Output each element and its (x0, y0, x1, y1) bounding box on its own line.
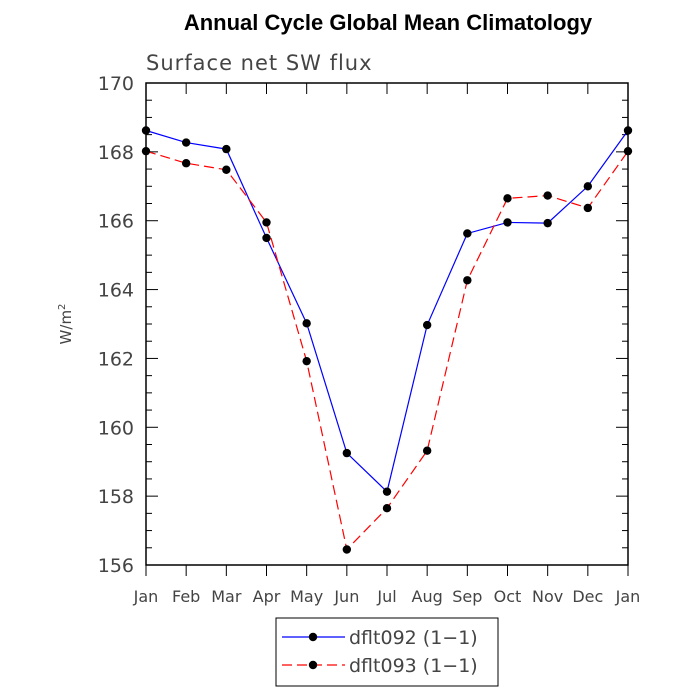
x-tick-label: Jul (376, 587, 396, 606)
series-1-point (181, 138, 191, 147)
y-axis-label: W/m2 (57, 304, 75, 345)
series-1-point (463, 229, 472, 238)
series-1-point (422, 320, 432, 330)
series-1-point (543, 218, 552, 228)
legend: dflt092 (1−1) dflt093 (1−1) (275, 617, 499, 687)
x-tick-label: Feb (172, 587, 200, 606)
series-2-point (262, 218, 271, 227)
series-2-point (503, 194, 512, 203)
x-tick-label: Sep (452, 587, 482, 606)
series-2-point (583, 203, 593, 213)
chart-subtitle: Surface net SW flux (146, 51, 373, 75)
legend-box (275, 617, 499, 687)
y-tick-label: 170 (98, 73, 134, 95)
x-tick-label: Jan (133, 587, 159, 606)
series-2-point (141, 146, 151, 156)
y-tick-label: 166 (98, 211, 134, 233)
y-tick-label: 160 (98, 417, 134, 439)
series-1-point (342, 448, 352, 458)
series-2-point (463, 276, 472, 285)
series-2-point (342, 545, 352, 554)
series-2-point (302, 356, 311, 366)
y-tick-label: 158 (98, 486, 134, 508)
y-tick-label: 156 (98, 555, 134, 577)
x-tick-label: Mar (211, 587, 242, 606)
series-1-point (222, 144, 231, 154)
series-1-point (583, 182, 593, 191)
y-tick-label: 168 (98, 142, 134, 164)
x-tick-label: Oct (494, 587, 522, 606)
series-2-point (623, 146, 633, 156)
series-1-point (262, 233, 271, 243)
y-tick-label: 164 (98, 280, 134, 302)
series-2-point (181, 159, 191, 168)
series-2-point (543, 191, 552, 200)
y-tick-label: 162 (98, 348, 134, 370)
x-tick-label: Jun (333, 587, 359, 606)
series-1-point (382, 487, 392, 496)
series-1-point (623, 126, 633, 135)
x-tick-label: Aug (412, 587, 443, 606)
x-tick-label: Jan (615, 587, 641, 606)
x-tick-label: Dec (572, 587, 603, 606)
legend-label-2: dflt093 (1−1) (349, 655, 478, 677)
series-2-point (382, 503, 392, 513)
series-1-point (141, 126, 151, 135)
series-line-1 (145, 129, 629, 493)
series-1-point (302, 319, 311, 328)
legend-marker-1 (308, 632, 318, 642)
legend-marker-2 (308, 660, 318, 670)
series-1-point (503, 218, 512, 227)
series-2-point (222, 165, 231, 174)
legend-label-1: dflt092 (1−1) (349, 627, 478, 649)
x-tick-label: Nov (532, 587, 563, 606)
series-2-point (422, 446, 432, 455)
x-tick-label: Apr (253, 587, 281, 606)
chart-title: Annual Cycle Global Mean Climatology (184, 10, 593, 35)
x-tick-label: May (290, 587, 323, 606)
